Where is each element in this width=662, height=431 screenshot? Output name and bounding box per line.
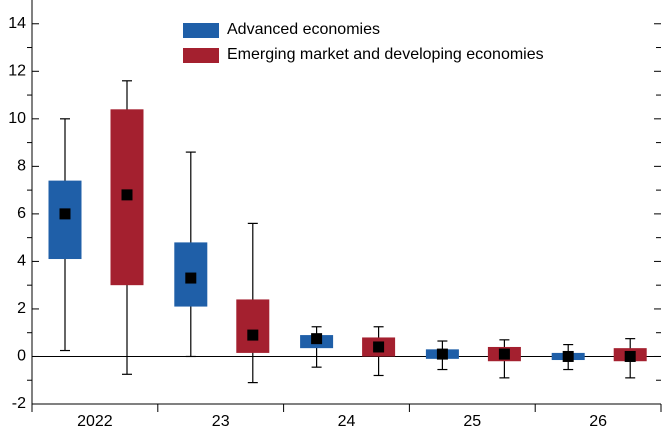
y-tick-label: 4 — [17, 253, 26, 270]
y-tick-label: 14 — [8, 15, 26, 32]
legend-swatch — [183, 23, 219, 38]
median — [185, 272, 197, 284]
y-tick-label: 6 — [17, 205, 26, 222]
median — [436, 348, 448, 360]
x-tick-label: 24 — [338, 413, 356, 430]
legend-label: Emerging market and developing economies — [227, 46, 544, 63]
median — [373, 341, 385, 353]
x-tick-label: 23 — [212, 413, 230, 430]
y-tick-label: 2 — [17, 300, 26, 317]
box — [48, 180, 82, 260]
legend-label: Advanced economies — [227, 21, 380, 38]
median — [624, 350, 636, 362]
median — [311, 333, 323, 345]
y-tick-label: 8 — [17, 158, 26, 175]
x-tick-label: 2022 — [77, 413, 113, 430]
median — [498, 348, 510, 360]
y-tick-label: 0 — [17, 348, 26, 365]
median — [247, 329, 259, 341]
legend-swatch — [183, 48, 219, 63]
median — [562, 350, 574, 362]
median — [59, 208, 71, 220]
y-tick-label: -2 — [12, 395, 26, 412]
y-tick-label: 10 — [8, 110, 26, 127]
median — [121, 189, 133, 201]
x-tick-label: 25 — [463, 413, 481, 430]
y-tick-label: 12 — [8, 63, 26, 80]
x-tick-label: 26 — [589, 413, 607, 430]
box — [236, 299, 270, 353]
